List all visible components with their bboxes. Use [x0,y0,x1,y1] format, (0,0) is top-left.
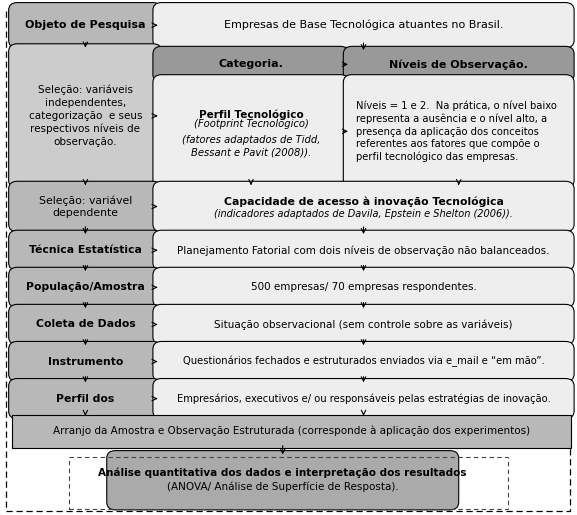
Text: Capacidade de acesso à inovação Tecnológica: Capacidade de acesso à inovação Tecnológ… [223,197,504,207]
FancyBboxPatch shape [153,379,574,419]
FancyBboxPatch shape [9,341,162,382]
Text: Níveis = 1 e 2.  Na prática, o nível baixo
representa a ausência e o nível alto,: Níveis = 1 e 2. Na prática, o nível baix… [356,100,557,162]
Text: Coleta de Dados: Coleta de Dados [36,319,135,330]
Text: Categoria.: Categoria. [219,59,283,70]
FancyBboxPatch shape [153,341,574,382]
Text: Técnica Estatística: Técnica Estatística [29,245,142,255]
Text: Planejamento Fatorial com dois níveis de observação não balanceados.: Planejamento Fatorial com dois níveis de… [177,245,550,255]
Text: Seleção: variáveis
independentes,
categorização  e seus
respectivos níveis de
ob: Seleção: variáveis independentes, catego… [29,84,142,147]
Text: Objeto de Pesquisa: Objeto de Pesquisa [25,20,145,30]
Text: (indicadores adaptados de Davila, Epstein e Shelton (2006)).: (indicadores adaptados de Davila, Epstei… [214,209,513,219]
Text: Instrumento: Instrumento [48,356,123,367]
FancyBboxPatch shape [107,451,459,510]
Text: (fatores adaptados de Tidd,
Bessant e Pavit (2008)).: (fatores adaptados de Tidd, Bessant e Pa… [182,135,320,158]
Text: Empresas de Base Tecnológica atuantes no Brasil.: Empresas de Base Tecnológica atuantes no… [224,20,503,30]
FancyBboxPatch shape [153,181,574,232]
FancyBboxPatch shape [343,46,574,82]
Text: Perfil dos: Perfil dos [57,393,114,404]
FancyBboxPatch shape [153,230,574,270]
Text: População/Amostra: População/Amostra [26,282,145,293]
Text: Níveis de Observação.: Níveis de Observação. [389,59,528,70]
Text: Questionários fechados e estruturados enviados via e_mail e “em mão”.: Questionários fechados e estruturados en… [183,356,544,367]
FancyBboxPatch shape [153,46,349,82]
FancyBboxPatch shape [153,75,349,188]
FancyBboxPatch shape [153,267,574,307]
FancyBboxPatch shape [9,44,162,188]
FancyBboxPatch shape [153,3,574,48]
Bar [69,457,508,509]
Text: (ANOVA/ Análise de Superfície de Resposta).: (ANOVA/ Análise de Superfície de Respost… [167,482,399,492]
Text: Empresários, executivos e/ ou responsáveis pelas estratégias de inovação.: Empresários, executivos e/ ou responsáve… [177,393,550,404]
FancyBboxPatch shape [343,75,574,188]
FancyBboxPatch shape [153,304,574,345]
Text: Perfil Tecnológico: Perfil Tecnológico [198,109,304,119]
Text: 500 empresas/ 70 empresas respondentes.: 500 empresas/ 70 empresas respondentes. [250,282,477,293]
Text: Arranjo da Amostra e Observação Estruturada (corresponde à aplicação dos experim: Arranjo da Amostra e Observação Estrutur… [53,426,530,436]
FancyBboxPatch shape [12,415,571,448]
FancyBboxPatch shape [9,267,162,307]
Text: Análise quantitativa dos dados e interpretação dos resultados: Análise quantitativa dos dados e interpr… [99,468,467,478]
FancyBboxPatch shape [9,3,162,48]
Text: (Footprint Tecnológico): (Footprint Tecnológico) [193,119,309,129]
FancyBboxPatch shape [9,379,162,419]
Text: Situação observacional (sem controle sobre as variáveis): Situação observacional (sem controle sob… [214,319,513,330]
FancyBboxPatch shape [9,304,162,345]
FancyBboxPatch shape [9,230,162,270]
FancyBboxPatch shape [9,181,162,232]
Text: Seleção: variável
dependente: Seleção: variável dependente [39,195,132,218]
